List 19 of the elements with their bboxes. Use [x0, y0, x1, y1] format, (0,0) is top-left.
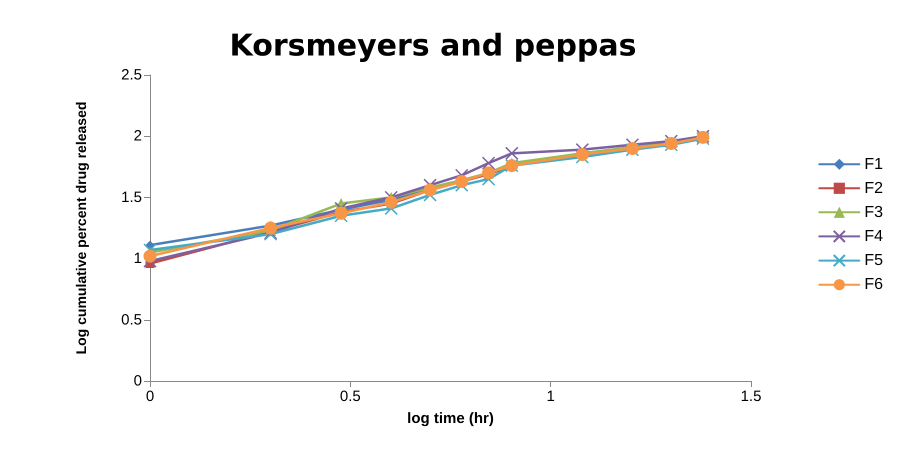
y-tick-label: 2.5 [121, 66, 142, 84]
legend-label: F1 [864, 156, 884, 173]
y-tick-label: 0.5 [121, 311, 142, 328]
legend-label: F4 [864, 228, 884, 245]
legend-label: F6 [864, 276, 884, 294]
x-axis-title: log time (hr) [407, 410, 494, 427]
legend-label: F3 [864, 204, 884, 221]
y-axis-title: Log cumulative percent drug released [73, 102, 89, 354]
y-tick-label: 0 [134, 372, 142, 390]
y-tick-label: 2 [134, 128, 142, 145]
legend-label: F2 [864, 180, 884, 197]
y-tick-label: 1 [134, 250, 142, 268]
x-tick-label: 0.5 [340, 388, 361, 405]
y-tick-label: 1.5 [121, 188, 142, 206]
chart-title: Korsmeyers and peppas [230, 28, 636, 64]
x-tick-label: 1 [546, 388, 555, 405]
x-tick-label: 0 [146, 388, 154, 405]
x-tick-label: 1.5 [740, 388, 762, 405]
legend-label: F5 [864, 252, 884, 270]
